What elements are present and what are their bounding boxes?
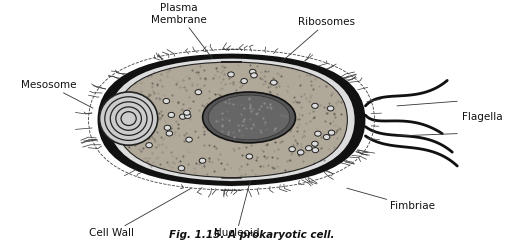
Ellipse shape [249,69,256,74]
Ellipse shape [184,110,190,115]
Ellipse shape [306,146,312,151]
Ellipse shape [312,141,318,146]
Ellipse shape [146,143,153,148]
Ellipse shape [184,113,191,118]
Ellipse shape [315,131,321,136]
FancyBboxPatch shape [116,62,347,178]
Ellipse shape [164,125,170,130]
Ellipse shape [199,158,206,163]
Ellipse shape [328,130,335,135]
Ellipse shape [166,131,173,136]
Ellipse shape [186,137,193,142]
Ellipse shape [163,98,169,104]
Ellipse shape [251,73,257,78]
Ellipse shape [327,106,334,111]
Ellipse shape [246,154,252,159]
Text: Nucleoid: Nucleoid [214,176,259,238]
Text: Cell Wall: Cell Wall [89,188,191,238]
Text: Plasma
Membrane: Plasma Membrane [151,3,217,64]
Ellipse shape [312,103,318,108]
Text: Fimbriae: Fimbriae [347,188,435,211]
Ellipse shape [270,80,277,85]
Ellipse shape [180,114,186,119]
Ellipse shape [289,147,295,152]
Text: Mesosome: Mesosome [21,80,93,108]
Ellipse shape [228,72,234,77]
Ellipse shape [312,148,318,153]
Text: Ribosomes: Ribosomes [282,17,355,62]
FancyBboxPatch shape [109,58,355,181]
Ellipse shape [297,150,304,155]
Ellipse shape [99,92,158,145]
Ellipse shape [195,90,202,95]
Ellipse shape [324,135,330,140]
Ellipse shape [168,112,175,117]
Text: Fig. 1.15. A prokaryotic cell.: Fig. 1.15. A prokaryotic cell. [169,230,334,240]
Ellipse shape [208,95,290,140]
Ellipse shape [203,92,295,143]
Ellipse shape [241,78,247,84]
FancyBboxPatch shape [97,53,366,186]
Ellipse shape [178,166,185,171]
Text: Flagella: Flagella [462,113,503,122]
